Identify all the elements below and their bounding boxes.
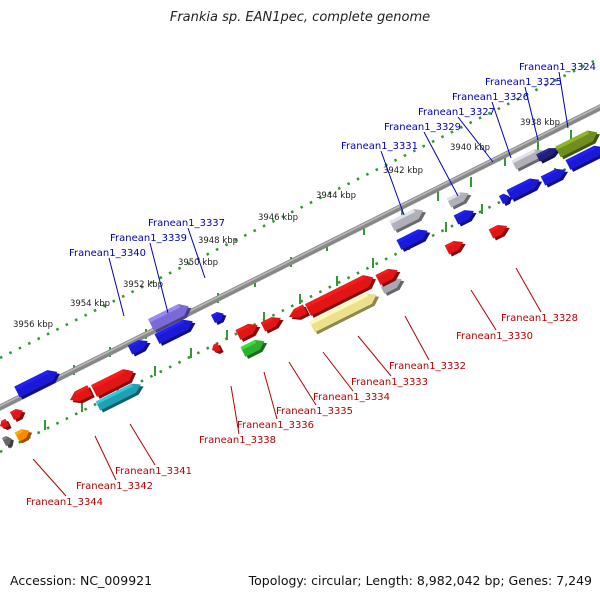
bottom-label-leader <box>94 435 117 481</box>
gene-3337b <box>210 312 227 326</box>
gene-3341 <box>95 383 144 413</box>
gene-3328 <box>488 225 510 241</box>
bottom-label-leader <box>357 335 392 377</box>
gene-3340b <box>14 370 60 400</box>
gene-3344b <box>9 409 26 423</box>
top-label-leader <box>423 131 459 197</box>
gene-3334b <box>289 304 311 320</box>
gene-3323 <box>565 145 600 172</box>
bottom-gene-label: Franean1_3332 <box>389 361 466 372</box>
genome-map: 3938 kbp 3940 kbp 3942 kbp 3944 kbp 3946 kbp… <box>0 56 600 508</box>
bottom-label-leader <box>230 385 240 435</box>
gene-3342b <box>70 385 95 404</box>
gene-3326 <box>536 148 561 164</box>
sequence-backbone-highlight <box>0 105 600 407</box>
top-gene-label: Franean1_3337 <box>148 218 225 229</box>
ruler-kbp-label: 3944 kbp <box>316 191 356 201</box>
bottom-gene-label: Franean1_3342 <box>76 481 153 492</box>
bottom-label-leader <box>32 458 67 497</box>
bottom-gene-label: Franean1_3338 <box>199 435 276 446</box>
sequence-backbone <box>0 104 600 411</box>
bottom-label-leader <box>515 267 542 313</box>
bottom-gene-label: Franean1_3333 <box>351 377 428 388</box>
gene-3330 <box>444 241 466 257</box>
top-label-leader <box>108 257 125 317</box>
map-title: Frankia sp. EAN1pec, complete genome <box>169 10 431 25</box>
top-label-leader <box>149 242 169 314</box>
ruler-kbp-label: 3946 kbp <box>258 213 298 223</box>
bottom-label-leader <box>129 423 156 466</box>
top-label-leader <box>457 116 494 163</box>
gene-3344c <box>0 418 12 430</box>
gene-3329b <box>453 210 477 227</box>
ruler-kbp-label: 3950 kbp <box>178 258 218 268</box>
gene-3337 <box>148 303 192 333</box>
accession-label: Accession: NC_009921 <box>10 573 153 588</box>
bottom-label-leader <box>322 351 354 392</box>
gene-3331 <box>389 209 426 233</box>
top-gene-label: Franean1_3327 <box>418 107 495 118</box>
top-gene-label: Franean1_3329 <box>384 122 461 133</box>
ruler-kbp-label: 3940 kbp <box>450 143 490 153</box>
ruler-kbp-label: 3956 kbp <box>13 320 53 330</box>
bottom-gene-label: Franean1_3344 <box>26 497 103 508</box>
gene-3336 <box>235 323 261 342</box>
gene-3335 <box>260 317 284 334</box>
gene-3339 <box>154 319 196 346</box>
gene-3342 <box>91 369 137 399</box>
bottom-label-leader <box>263 371 278 420</box>
ruler-kbp-label: 3954 kbp <box>70 299 110 309</box>
gene-3338b <box>240 339 268 359</box>
gene-3338 <box>212 342 224 354</box>
gene-3332b <box>375 268 401 287</box>
top-gene-label: Franean1_3340 <box>69 248 146 259</box>
gene-3340 <box>127 340 151 357</box>
gene-3327 <box>506 178 543 202</box>
top-gene-label: Franean1_3339 <box>110 233 187 244</box>
bottom-gene-label: Franean1_3328 <box>501 313 578 324</box>
gene-3331b <box>396 229 431 252</box>
ruler-kbp-label: 3952 kbp <box>123 280 163 290</box>
bottom-gene-label: Franean1_3335 <box>276 406 353 417</box>
gene-3344d <box>1 436 14 449</box>
top-label-leader <box>558 71 569 129</box>
top-label-leader <box>491 101 512 159</box>
top-gene-label: Franean1_3326 <box>452 92 529 103</box>
gene-3329 <box>446 192 472 210</box>
bottom-label-leader <box>404 315 430 361</box>
gene-3328b <box>498 193 512 207</box>
gene-3344 <box>14 429 33 444</box>
bottom-gene-label: Franean1_3336 <box>237 420 314 431</box>
ruler-kbp-label: 3948 kbp <box>198 236 238 246</box>
bottom-gene-label: Franean1_3330 <box>456 331 533 342</box>
bottom-label-leader <box>470 289 497 331</box>
ruler-kbp-label: 3942 kbp <box>383 166 423 176</box>
top-label-leader <box>380 150 405 216</box>
bottom-gene-label: Franean1_3341 <box>115 466 192 477</box>
top-label-leader <box>524 86 539 141</box>
top-gene-label: Franean1_3325 <box>485 77 562 88</box>
ruler-kbp-label: 3938 kbp <box>520 118 560 128</box>
gene-3322 <box>540 168 569 188</box>
bottom-label-leader <box>288 361 317 406</box>
top-gene-label: Franean1_3324 <box>519 62 596 73</box>
bottom-gene-label: Franean1_3334 <box>313 392 390 403</box>
top-gene-label: Franean1_3331 <box>341 141 418 152</box>
gene-3324 <box>555 130 600 160</box>
gene-3334 <box>305 275 376 318</box>
gene-3333 <box>309 293 380 335</box>
topology-label: Topology: circular; Length: 8,982,042 bp… <box>248 573 592 588</box>
top-label-leader <box>187 227 206 279</box>
